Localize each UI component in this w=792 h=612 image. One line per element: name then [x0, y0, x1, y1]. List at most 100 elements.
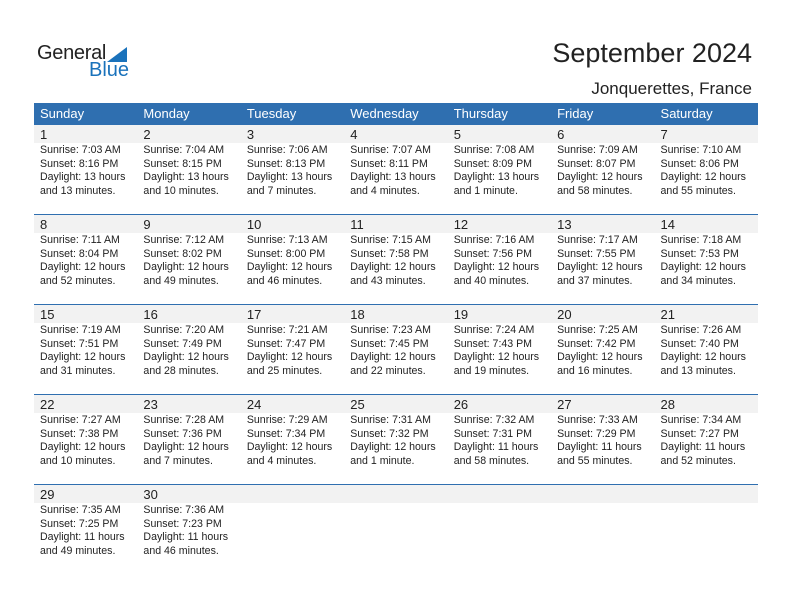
minutes-text: and 37 minutes.	[557, 274, 633, 287]
day-cell: 20 Sunrise: 7:25 AM Sunset: 7:42 PM Dayligh…	[551, 305, 655, 394]
sunset-text: Sunset: 7:43 PM	[453, 337, 533, 350]
daylight-text: Daylight: 12 hours	[350, 261, 436, 273]
daylight-text: Daylight: 12 hours	[246, 261, 333, 273]
sunset-text: Sunset: 7:29 PM	[557, 427, 636, 440]
minutes-text: and 34 minutes.	[660, 274, 736, 287]
week-row: 22 Sunrise: 7:27 AM Sunset: 7:38 PM Dayligh…	[34, 395, 758, 485]
day-number: 12	[447, 215, 552, 233]
day-info: Sunrise: 7:28 AM Sunset: 7:36 PM Daylight:…	[137, 413, 240, 468]
day-cell: 10 Sunrise: 7:13 AM Sunset: 8:00 PM Dayligh…	[240, 215, 345, 304]
sunset-text: Sunset: 7:31 PM	[453, 427, 533, 440]
day-info: Sunrise: 7:09 AM Sunset: 8:07 PM Daylight:…	[551, 143, 654, 198]
day-cell: 16 Sunrise: 7:20 AM Sunset: 7:49 PM Dayligh…	[137, 305, 241, 394]
sunset-text: Sunset: 7:51 PM	[40, 337, 119, 350]
daylight-text: Daylight: 12 hours	[40, 261, 126, 273]
sunrise-text: Sunrise: 7:19 AM	[40, 324, 121, 336]
day-info: Sunrise: 7:21 AM Sunset: 7:47 PM Daylight:…	[241, 323, 344, 378]
day-cell: 25 Sunrise: 7:31 AM Sunset: 7:32 PM Dayligh…	[344, 395, 448, 484]
day-info: Sunrise: 7:27 AM Sunset: 7:38 PM Daylight:…	[34, 413, 137, 468]
minutes-text: and 46 minutes.	[143, 544, 219, 557]
daylight-text: Daylight: 12 hours	[40, 441, 126, 453]
daylight-text: Daylight: 12 hours	[246, 441, 333, 453]
day-cell: 3 Sunrise: 7:06 AM Sunset: 8:13 PM Daylight…	[240, 125, 345, 214]
sunrise-text: Sunrise: 7:16 AM	[453, 234, 535, 246]
daylight-text: Daylight: 12 hours	[246, 351, 333, 363]
day-info: Sunrise: 7:26 AM Sunset: 7:40 PM Daylight:…	[655, 323, 758, 378]
day-cell: 24 Sunrise: 7:29 AM Sunset: 7:34 PM Dayligh…	[240, 395, 345, 484]
day-info: Sunrise: 7:23 AM Sunset: 7:45 PM Daylight:…	[344, 323, 447, 378]
sunset-text: Sunset: 8:02 PM	[143, 247, 222, 260]
sunset-text: Sunset: 8:16 PM	[40, 157, 119, 170]
sunrise-text: Sunrise: 7:29 AM	[246, 414, 328, 426]
day-info: Sunrise: 7:31 AM Sunset: 7:32 PM Daylight:…	[344, 413, 447, 468]
sunset-text: Sunset: 7:38 PM	[40, 427, 119, 440]
minutes-text: and 7 minutes.	[143, 454, 213, 467]
sunrise-text: Sunrise: 7:04 AM	[143, 144, 225, 156]
minutes-text: and 31 minutes.	[40, 364, 116, 377]
minutes-text: and 40 minutes.	[453, 274, 530, 287]
sunset-text: Sunset: 7:27 PM	[660, 427, 739, 440]
daylight-text: Daylight: 13 hours	[453, 171, 540, 183]
day-number: 3	[240, 125, 345, 143]
weekday-monday: Monday	[143, 106, 190, 121]
daylight-text: Daylight: 12 hours	[660, 171, 746, 183]
day-number: 13	[551, 215, 655, 233]
sunrise-text: Sunrise: 7:34 AM	[660, 414, 742, 426]
calendar-weeks: 1 Sunrise: 7:03 AM Sunset: 8:16 PM Daylight…	[34, 125, 758, 575]
day-number: 7	[654, 125, 758, 143]
empty-cell	[344, 485, 448, 575]
minutes-text: and 55 minutes.	[557, 454, 633, 467]
sunrise-text: Sunrise: 7:24 AM	[453, 324, 535, 336]
empty-band	[551, 485, 655, 503]
minutes-text: and 52 minutes.	[660, 454, 736, 467]
daylight-text: Daylight: 11 hours	[453, 441, 539, 453]
week-row: 29 Sunrise: 7:35 AM Sunset: 7:25 PM Dayligh…	[34, 485, 758, 575]
sunset-text: Sunset: 7:55 PM	[557, 247, 636, 260]
week-row: 1 Sunrise: 7:03 AM Sunset: 8:16 PM Daylight…	[34, 125, 758, 215]
daylight-text: Daylight: 12 hours	[143, 261, 229, 273]
sunset-text: Sunset: 7:45 PM	[350, 337, 429, 350]
day-info: Sunrise: 7:17 AM Sunset: 7:55 PM Daylight:…	[551, 233, 654, 288]
day-number: 14	[654, 215, 758, 233]
day-cell: 26 Sunrise: 7:32 AM Sunset: 7:31 PM Dayligh…	[447, 395, 552, 484]
daylight-text: Daylight: 13 hours	[246, 171, 333, 183]
sunset-text: Sunset: 8:09 PM	[453, 157, 533, 170]
day-info: Sunrise: 7:13 AM Sunset: 8:00 PM Daylight:…	[241, 233, 344, 288]
day-info: Sunrise: 7:10 AM Sunset: 8:06 PM Daylight:…	[655, 143, 758, 198]
minutes-text: and 16 minutes.	[557, 364, 633, 377]
sunset-text: Sunset: 7:47 PM	[246, 337, 326, 350]
day-cell: 30 Sunrise: 7:36 AM Sunset: 7:23 PM Dayligh…	[137, 485, 241, 575]
empty-band	[654, 485, 758, 503]
day-info: Sunrise: 7:35 AM Sunset: 7:25 PM Daylight:…	[34, 503, 137, 558]
day-number: 9	[137, 215, 241, 233]
day-cell: 9 Sunrise: 7:12 AM Sunset: 8:02 PM Daylight…	[137, 215, 241, 304]
day-info: Sunrise: 7:20 AM Sunset: 7:49 PM Daylight:…	[137, 323, 240, 378]
weekday-saturday: Saturday	[660, 106, 713, 121]
sunrise-text: Sunrise: 7:26 AM	[660, 324, 742, 336]
empty-cell	[654, 485, 758, 575]
sunrise-text: Sunrise: 7:09 AM	[557, 144, 638, 156]
day-cell: 4 Sunrise: 7:07 AM Sunset: 8:11 PM Daylight…	[344, 125, 448, 214]
daylight-text: Daylight: 12 hours	[350, 351, 436, 363]
sunset-text: Sunset: 7:53 PM	[660, 247, 739, 260]
day-cell: 6 Sunrise: 7:09 AM Sunset: 8:07 PM Daylight…	[551, 125, 655, 214]
daylight-text: Daylight: 12 hours	[40, 351, 126, 363]
day-cell: 19 Sunrise: 7:24 AM Sunset: 7:43 PM Dayligh…	[447, 305, 552, 394]
sunrise-text: Sunrise: 7:32 AM	[453, 414, 535, 426]
daylight-text: Daylight: 12 hours	[660, 261, 746, 273]
minutes-text: and 43 minutes.	[350, 274, 426, 287]
minutes-text: and 58 minutes.	[453, 454, 530, 467]
sunrise-text: Sunrise: 7:18 AM	[660, 234, 742, 246]
daylight-text: Daylight: 13 hours	[40, 171, 126, 183]
minutes-text: and 25 minutes.	[246, 364, 323, 377]
day-number: 8	[34, 215, 138, 233]
sunrise-text: Sunrise: 7:35 AM	[40, 504, 121, 516]
sunrise-text: Sunrise: 7:36 AM	[143, 504, 225, 516]
day-number: 2	[137, 125, 241, 143]
day-info: Sunrise: 7:25 AM Sunset: 7:42 PM Daylight:…	[551, 323, 654, 378]
empty-cell	[447, 485, 552, 575]
day-info: Sunrise: 7:33 AM Sunset: 7:29 PM Daylight:…	[551, 413, 654, 468]
sunrise-text: Sunrise: 7:12 AM	[143, 234, 225, 246]
day-number: 28	[654, 395, 758, 413]
day-info: Sunrise: 7:06 AM Sunset: 8:13 PM Daylight:…	[241, 143, 344, 198]
